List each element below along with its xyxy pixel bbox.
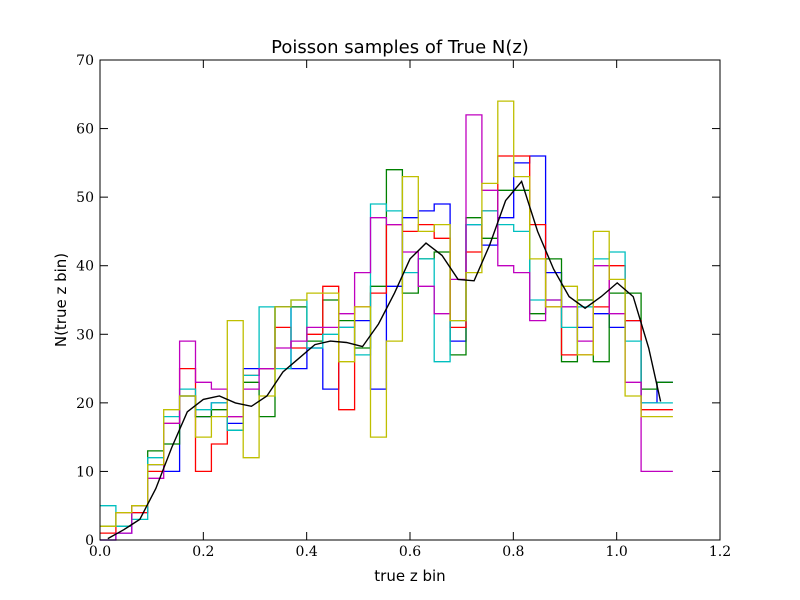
y-axis-label: N(true z bin) bbox=[52, 253, 70, 347]
chart-title: Poisson samples of True N(z) bbox=[271, 37, 529, 58]
x-tick-label: 0.6 bbox=[399, 544, 421, 560]
x-axis-label: true z bin bbox=[374, 567, 445, 585]
plot-area bbox=[100, 100, 673, 541]
x-tick-label: 1.0 bbox=[606, 544, 628, 560]
x-tick-label: 0.2 bbox=[192, 544, 214, 560]
histogram-sample-5 bbox=[100, 114, 673, 541]
histogram-sample-6 bbox=[100, 100, 673, 527]
y-tick-label: 40 bbox=[76, 259, 94, 275]
mean-curve bbox=[107, 179, 662, 540]
y-tick-label: 10 bbox=[76, 464, 94, 480]
x-tick-label: 0.0 bbox=[89, 544, 111, 560]
x-axis: 0.0 0.2 0.4 0.6 0.8 1.0 1.2 bbox=[89, 60, 731, 560]
y-tick-label: 30 bbox=[76, 327, 94, 343]
y-tick-label: 70 bbox=[76, 53, 94, 69]
y-tick-label: 20 bbox=[76, 396, 94, 412]
histogram-sample-3 bbox=[100, 155, 673, 534]
x-tick-label: 0.8 bbox=[502, 544, 524, 560]
y-tick-label: 60 bbox=[76, 122, 94, 138]
x-tick-label: 0.4 bbox=[296, 544, 318, 560]
plot-frame bbox=[99, 59, 721, 541]
y-tick-label: 0 bbox=[85, 533, 94, 549]
y-tick-label: 50 bbox=[76, 190, 94, 206]
y-axis: 0 10 20 30 40 50 60 70 bbox=[76, 53, 720, 549]
x-tick-label: 1.2 bbox=[709, 544, 731, 560]
